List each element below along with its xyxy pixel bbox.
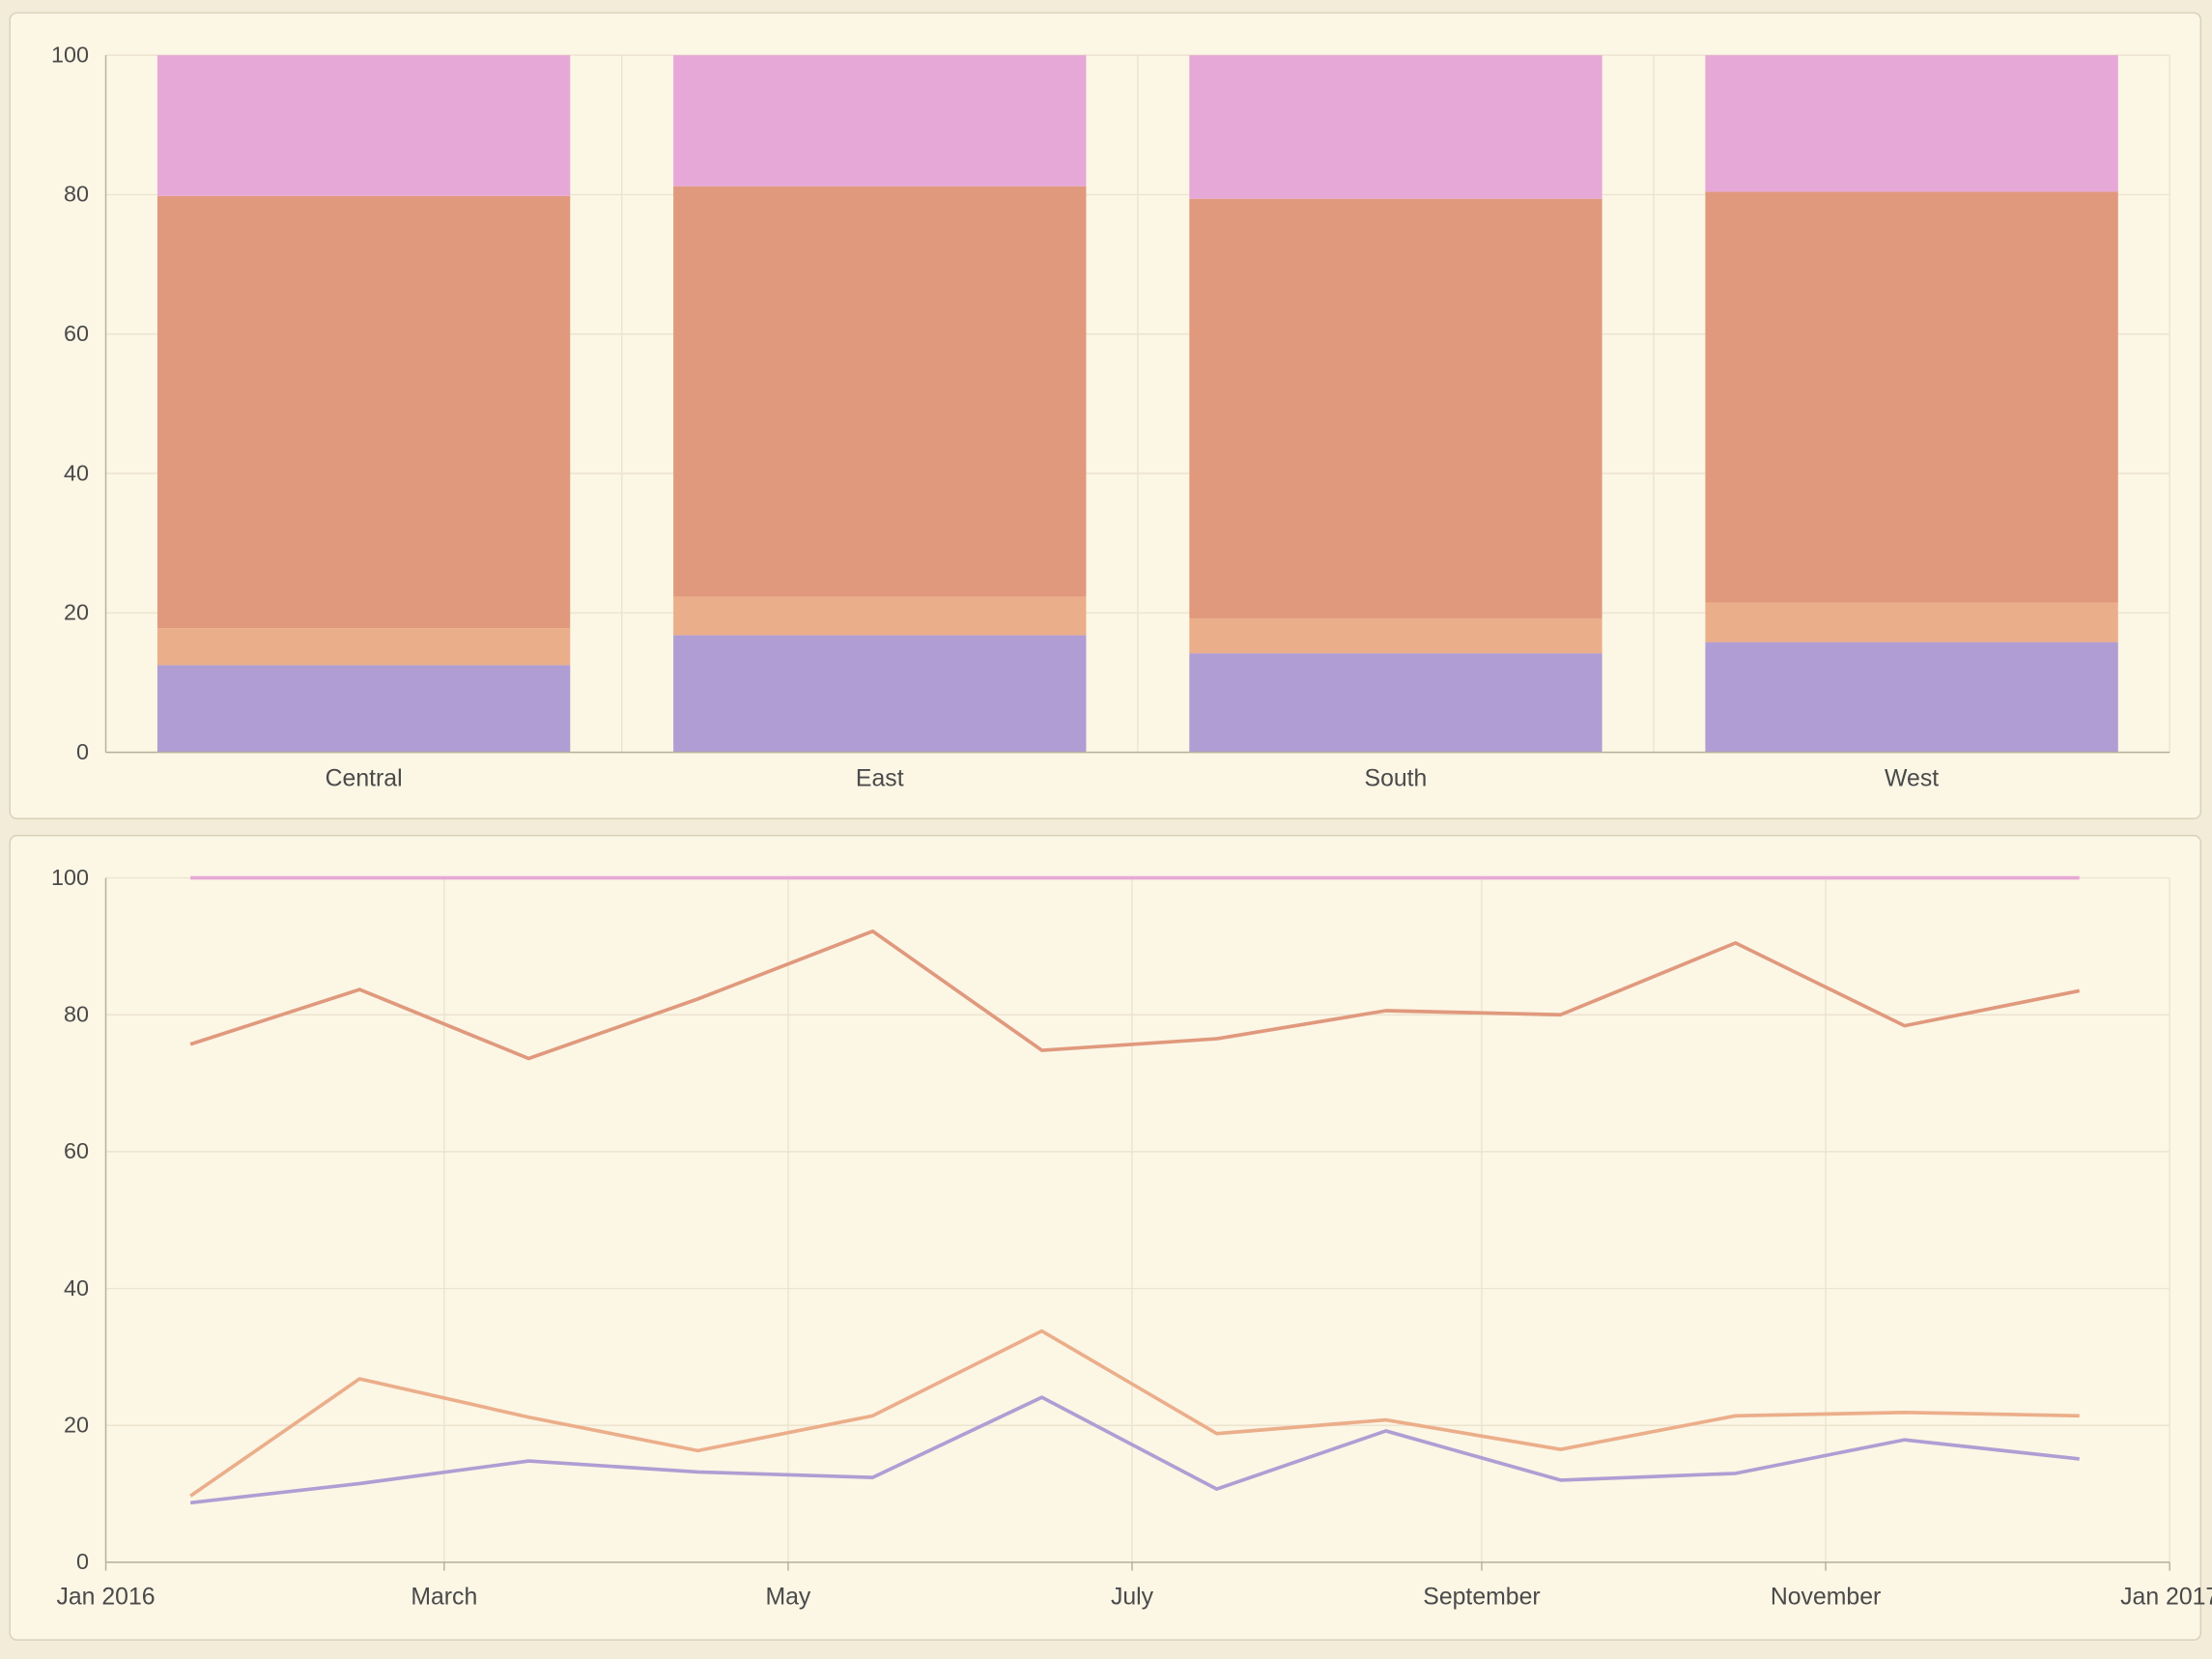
- y-tick-label: 20: [64, 600, 89, 625]
- bar-segment-central-2: [156, 195, 571, 629]
- y-tick-label: 60: [64, 321, 89, 346]
- bar-segment-central-0: [156, 665, 571, 753]
- bar-segment-west-0: [1705, 642, 2118, 753]
- y-tick-label: 80: [64, 1002, 89, 1027]
- x-tick-label: September: [1423, 1585, 1540, 1611]
- x-tick-label: Central: [326, 766, 403, 792]
- x-tick-label: July: [1111, 1585, 1154, 1611]
- stacked-line-chart: 0 20 40 60 80 100 Jan 2016 March May July Septembe…: [51, 865, 2212, 1611]
- bar-segment-south-0: [1189, 653, 1602, 753]
- bar-segment-east-2: [673, 186, 1087, 597]
- y-tick-label: 0: [76, 739, 89, 764]
- bar-segment-south-3: [1189, 55, 1602, 199]
- y-tick-label: 40: [64, 1275, 89, 1301]
- bar-segment-west-2: [1705, 191, 2118, 603]
- y-tick-label: 40: [64, 460, 89, 485]
- y-tick-label: 100: [51, 42, 89, 67]
- x-tick-label: November: [1771, 1585, 1881, 1611]
- bar-segment-central-3: [156, 55, 571, 196]
- line-chart-panel: [9, 835, 2202, 1641]
- y-tick-label: 0: [76, 1549, 89, 1574]
- y-tick-label: 60: [64, 1138, 89, 1163]
- bar-segment-south-1: [1189, 618, 1602, 654]
- x-tick-label: Jan 2016: [56, 1585, 155, 1611]
- series-line-2: [189, 929, 2081, 1061]
- x-tick-label: May: [765, 1585, 810, 1611]
- bar-segment-east-0: [673, 635, 1087, 753]
- series-line-1: [189, 1329, 2080, 1498]
- bar-segment-west-1: [1705, 602, 2118, 643]
- bar-segment-east-1: [673, 596, 1087, 636]
- stacked-bar-chart: 0 20 40 60 80 100 Central East South West: [51, 42, 2170, 792]
- x-tick-label: West: [1885, 766, 1939, 792]
- y-tick-label: 80: [64, 182, 89, 207]
- x-tick-label: March: [411, 1585, 477, 1611]
- bar-segment-east-3: [673, 55, 1087, 186]
- y-tick-label: 100: [51, 865, 89, 890]
- x-tick-label: East: [856, 766, 904, 792]
- x-tick-label: Jan 2017: [2120, 1585, 2212, 1611]
- x-tick-label: South: [1365, 766, 1428, 792]
- y-tick-label: 20: [64, 1413, 89, 1438]
- series-line-0: [189, 1395, 2080, 1505]
- bar-segment-central-1: [156, 628, 571, 666]
- bar-segment-south-2: [1189, 198, 1602, 619]
- bar-segment-west-3: [1705, 55, 2118, 192]
